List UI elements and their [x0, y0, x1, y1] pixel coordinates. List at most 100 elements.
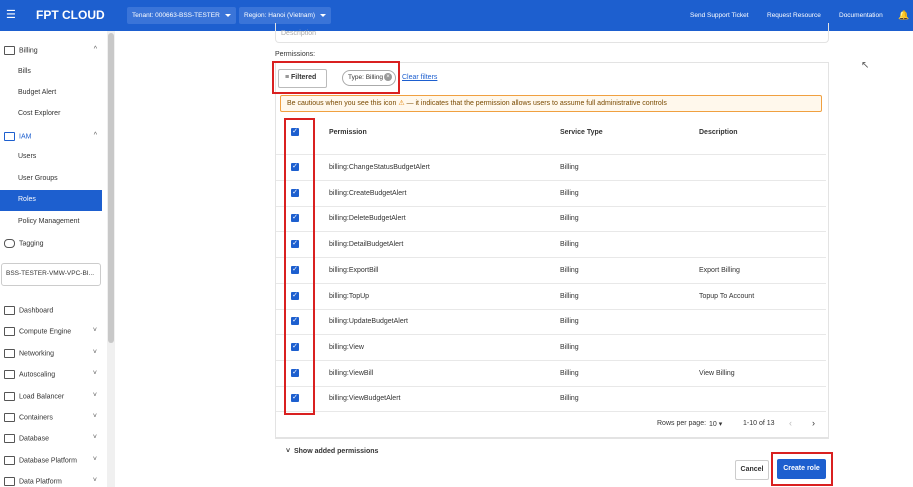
filter-chip[interactable]	[342, 70, 396, 86]
section-label: Permissions:	[275, 51, 316, 58]
chevron: ˅	[92, 348, 97, 356]
column-header[interactable]: Service Type	[560, 129, 603, 136]
menu-item[interactable]: User Groups	[18, 175, 58, 182]
menu-group[interactable]: Billing	[4, 46, 38, 55]
bell-icon[interactable]: 🔔	[898, 10, 910, 20]
cursor: ↖	[861, 60, 870, 71]
highlight-box	[284, 118, 315, 415]
description-cell: View Billing	[699, 369, 735, 377]
menu-item[interactable]: Bills	[18, 68, 31, 75]
select-all-checkbox[interactable]: ✓	[291, 128, 299, 136]
divider	[276, 359, 826, 361]
sidebar: Billing ^ Bills Budget Alert Cost Explor…	[0, 31, 115, 487]
menu-group[interactable]: Containers	[4, 413, 53, 422]
logo[interactable]: FPT CLOUD	[36, 8, 105, 22]
divider	[276, 231, 826, 233]
menu-group[interactable]: IAM	[4, 132, 31, 141]
top-bar: ☰ FPT CLOUD Tenant: 000663-BSS-TESTER Re…	[0, 0, 913, 31]
row-checkbox[interactable]: ✓	[291, 342, 299, 351]
row-checkbox[interactable]: ✓	[291, 317, 299, 326]
service-cell: Billing	[560, 215, 579, 223]
checkmark: ✓	[291, 265, 299, 274]
menu-group[interactable]: Load Balancer	[4, 391, 64, 401]
chevron: ˅	[92, 391, 97, 399]
checkmark: ✓	[291, 394, 299, 403]
chevron: ˅	[92, 477, 97, 485]
service-cell: Billing	[560, 292, 579, 300]
checkmark: ✓	[291, 317, 299, 326]
checkmark: ✓	[291, 214, 299, 223]
nav-link[interactable]: Documentation	[839, 12, 883, 19]
project-name: BSS-TESTER-VMW-VPC-BI...	[6, 270, 94, 277]
divider	[276, 205, 826, 207]
divider	[276, 334, 826, 336]
permission-cell: billing:DeleteBudgetAlert	[329, 215, 406, 223]
menu-icon[interactable]: ☰	[6, 9, 16, 21]
divider	[276, 411, 826, 413]
clear-filters[interactable]: Clear filters	[402, 74, 438, 81]
checkmark: ✓	[291, 188, 299, 197]
permission-cell: billing:TopUp	[329, 292, 370, 300]
divider	[276, 154, 826, 155]
warning-bar	[280, 95, 822, 112]
chevron: ^	[93, 46, 97, 53]
service-cell: Billing	[560, 164, 579, 171]
permission-cell: billing:UpdateBudgetAlert	[329, 318, 408, 326]
create-button[interactable]: Create role	[777, 459, 826, 479]
prev-page[interactable]: ‹	[789, 418, 792, 428]
chip-label: Type: Billing	[348, 74, 384, 81]
tenant-select[interactable]: Tenant: 000663-BSS-TESTER	[127, 7, 236, 24]
row-checkbox[interactable]: ✓	[291, 163, 299, 171]
highlight-box	[272, 61, 400, 94]
service-cell: Billing	[560, 395, 579, 403]
nav-link[interactable]: Request Resource	[767, 12, 821, 19]
menu-group[interactable]: Networking	[4, 348, 54, 358]
menu-item[interactable]: Policy Management	[18, 218, 80, 225]
menu-group[interactable]: Data Platform	[4, 477, 62, 487]
description-input[interactable]	[275, 23, 829, 43]
scroll-thumb[interactable]	[108, 33, 114, 343]
column-header[interactable]: Permission	[329, 129, 367, 136]
chevron: ^	[93, 132, 97, 139]
description-cell: Topup To Account	[699, 292, 755, 300]
menu-group[interactable]: Dashboard	[4, 306, 53, 315]
project-select[interactable]	[1, 263, 101, 286]
menu-item[interactable]: Budget Alert	[18, 89, 57, 96]
service-cell: Billing	[560, 369, 579, 377]
row-checkbox[interactable]: ✓	[291, 214, 299, 223]
row-checkbox[interactable]: ✓	[291, 265, 299, 274]
page-size-select[interactable]: 10 ▾	[709, 421, 723, 428]
nav-link[interactable]: Send Support Ticket	[690, 12, 749, 19]
show-added-toggle[interactable]: ˅ Show added permissions	[286, 448, 379, 455]
chevron: ˅	[92, 413, 97, 420]
checkmark: ✓	[291, 291, 299, 300]
checkmark: ✓	[291, 240, 299, 249]
menu-group[interactable]: Autoscaling	[4, 370, 55, 380]
menu-group[interactable]: Database	[4, 434, 49, 444]
cancel-button[interactable]: Cancel	[735, 460, 769, 480]
chevron: ˅	[92, 327, 97, 335]
permission-cell: billing:CreateBudgetAlert	[329, 189, 407, 197]
divider	[276, 282, 826, 284]
region-select[interactable]: Region: Hanoi (Vietnam)	[239, 7, 332, 24]
permission-cell: billing:DetailBudgetAlert	[329, 241, 404, 249]
service-cell: Billing	[560, 266, 579, 274]
menu-group[interactable]: Database Platform	[4, 455, 77, 465]
column-header[interactable]: Description	[699, 129, 738, 136]
row-checkbox[interactable]: ✓	[291, 240, 299, 249]
menu-item-active[interactable]: Roles	[18, 196, 36, 203]
checkmark: ✓	[291, 342, 299, 351]
filter-button[interactable]	[278, 69, 327, 88]
row-checkbox[interactable]: ✓	[291, 368, 299, 377]
service-cell: Billing	[560, 189, 579, 197]
menu-group[interactable]: Compute Engine	[4, 327, 71, 337]
row-checkbox[interactable]: ✓	[291, 394, 299, 403]
row-checkbox[interactable]: ✓	[291, 291, 299, 300]
menu-item[interactable]: Users	[18, 153, 37, 160]
next-page[interactable]: ›	[812, 418, 815, 428]
chip-remove[interactable]: ×	[384, 73, 392, 81]
row-checkbox[interactable]: ✓	[291, 188, 299, 197]
menu-group[interactable]: Tagging	[4, 239, 44, 248]
menu-item[interactable]: Cost Explorer	[18, 110, 61, 117]
